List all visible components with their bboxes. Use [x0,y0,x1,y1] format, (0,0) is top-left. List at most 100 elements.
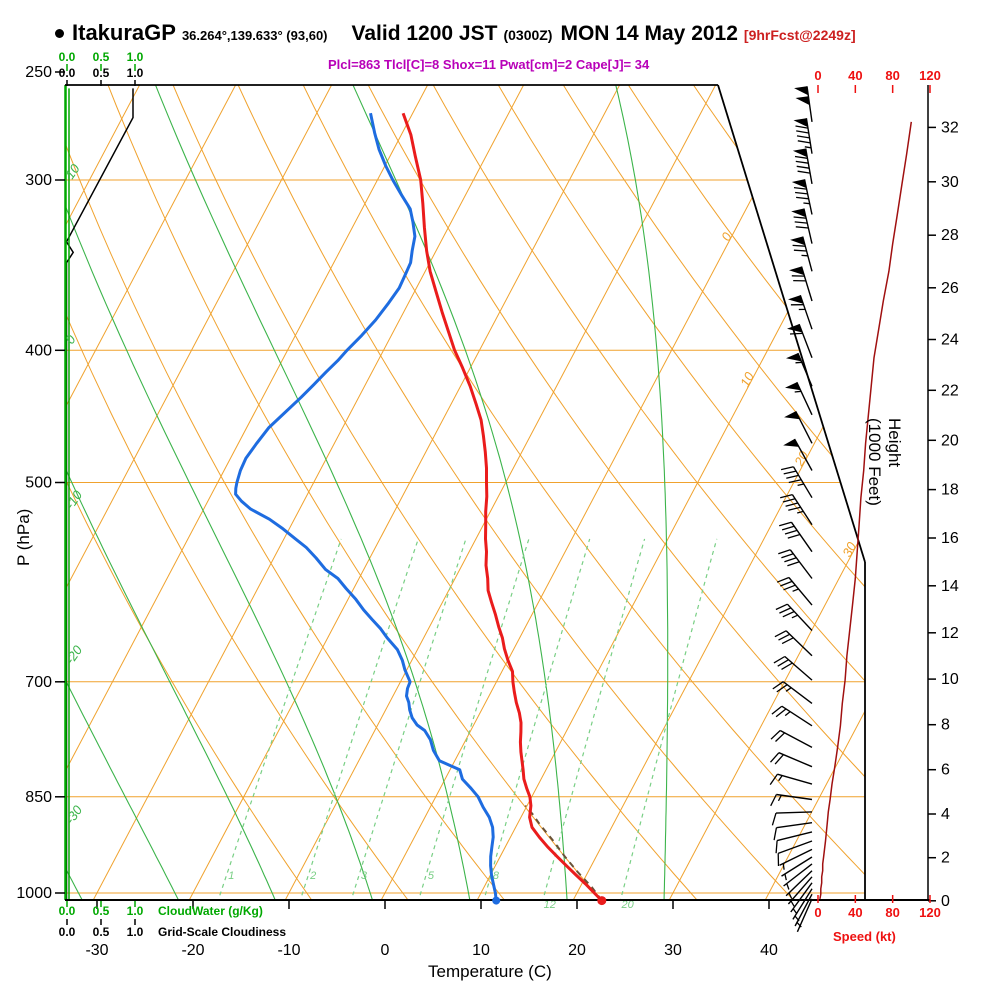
wind-barb-full [793,186,807,190]
wind-barb [792,148,813,185]
wind-barb-staff [796,898,813,933]
pressure-tick-label: 700 [25,674,52,691]
temperature-tick-label: 30 [664,942,682,959]
wind-barb-staff [799,294,813,330]
moist-adiabat-line [612,85,669,900]
wind-barb [785,870,813,899]
wind-barb [770,793,813,807]
cloud-scale-ticks [66,64,136,925]
scale-tick-label: 0.0 [58,50,76,64]
wind-barb [771,811,813,826]
mixing-ratio-line [214,538,342,900]
moist-adiabat-line [65,85,185,900]
wind-barb-staff [778,752,813,768]
dry-adiabat-line [65,85,417,900]
wind-barb-full [779,607,792,614]
stability-indices: Plcl=863 Tlcl[C]=8 Shox=11 Pwat[cm]=2 Ca… [328,57,650,72]
wind-barb-staff [777,840,813,855]
wind-barb-full [783,584,796,591]
wind-barb-staff [781,856,813,877]
height-tick-label: 24 [941,331,959,348]
cloudiness-bottom-scale: 0.0 0.5 1.0 [52,925,150,939]
wind-barb [773,655,813,681]
wind-barb-staff [777,773,813,785]
cloudwater-bottom-scale: 0.0 0.5 1.0 [52,904,150,918]
temperature-tick-label: 20 [568,942,586,959]
dry-adiabat-line [65,85,514,900]
wind-barb-full [773,827,778,841]
temperature-tick-label: -30 [85,942,108,959]
temperature-tick-label: -20 [181,942,204,959]
mixing-ratio-label: 12 [544,899,556,911]
wind-barb-pennant [789,266,805,276]
wind-barb [775,831,813,854]
wind-barb-pennant [791,179,807,189]
wind-speed-curve [819,121,913,900]
wind-barb-staff [782,681,813,704]
height-tick-label: 28 [941,227,959,244]
dry-adiabat-line [167,85,707,900]
title-bar: ItakuraGP 36.264°,139.633° (93,60) Valid… [55,20,856,46]
temperature-tick-label: -10 [277,942,300,959]
wind-barb-staff [790,882,813,913]
wind-barb-staff [779,729,813,749]
wind-barb-staff [783,863,813,887]
wind-barb [770,752,813,768]
isotherm-line [65,85,333,900]
wind-barb-half [778,775,783,782]
isotherm-line [763,85,865,900]
wind-barb [794,86,813,122]
moist-adiabat-line [346,85,569,900]
wind-barb-pennant [790,236,805,246]
speed-tick-label: 0 [814,68,821,83]
wind-barb-full [787,533,801,539]
wind-barb-half [797,510,804,514]
wind-barb-full [778,633,790,641]
scale-tick-label: 0.5 [92,50,110,64]
wind-barb-pennant [793,118,808,128]
isotherm-line [379,85,813,900]
height-tick-label: 4 [941,806,950,823]
wind-barb-full [776,684,788,693]
wind-barb-half [788,892,793,899]
plot-border-diagonal [717,84,866,563]
mixing-ratio-label: 5 [428,870,435,882]
wind-barb-full [795,160,809,164]
scale-tick-label: 0.5 [92,904,110,918]
surface-dewpoint-dot [492,896,501,905]
wind-barb [773,822,813,841]
wind-barb-full [773,655,786,664]
wind-barb-staff [806,86,813,122]
speed-axis: 0 0 40 40 80 80 120 120 [814,68,940,920]
dry-adiabat-line [65,85,320,900]
temperature-axis-title: Temperature (C) [428,962,552,981]
wind-barb-staff [787,876,813,905]
wind-barb-full [781,662,793,670]
wind-barb-staff [779,848,813,866]
wind-barb-full [779,521,792,527]
wind-barb-full [792,244,806,247]
isotherm-line [187,85,621,900]
wind-barb-half [795,361,802,364]
wind-barb-full [781,525,795,531]
wind-barb-full [775,708,787,718]
wind-barb-full [786,474,799,479]
wind-barb-pennant [792,148,808,158]
pressure-tick-label: 1000 [16,885,52,902]
valid-time-utc: (0300Z) [503,27,553,43]
isotherm-line [571,85,865,900]
wind-barb-full [794,155,808,159]
dry-adiabat-line [360,85,865,900]
wind-barb-full [772,681,784,690]
wind-barb [778,549,813,579]
wind-barb-full [780,493,793,499]
wind-barb-full [780,580,793,587]
moist-adiabat-line [149,85,473,900]
wind-barb [774,630,813,657]
wind-barb [791,179,813,215]
pressure-axis-title: P (hPa) [14,508,33,566]
scale-tick-label: 0.0 [58,925,76,939]
speed-tick-label: 80 [885,905,899,920]
